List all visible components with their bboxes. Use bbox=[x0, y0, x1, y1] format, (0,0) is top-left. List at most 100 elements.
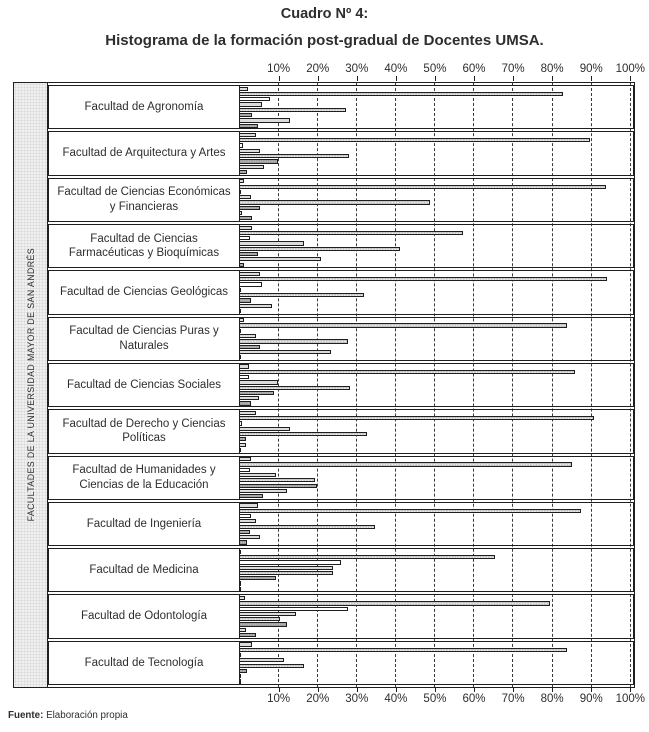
bar bbox=[238, 633, 256, 638]
bar bbox=[238, 293, 365, 298]
source-text: Elaboración propia bbox=[43, 710, 128, 721]
faculty-row: Facultad de Derecho y Ciencias Políticas bbox=[48, 409, 634, 454]
bar bbox=[238, 586, 241, 591]
bar bbox=[238, 298, 251, 303]
bar bbox=[238, 508, 581, 513]
bar bbox=[238, 132, 257, 138]
bar bbox=[238, 179, 245, 184]
x-axis-bottom-tick bbox=[356, 687, 358, 692]
bar bbox=[238, 225, 252, 230]
bar bbox=[238, 540, 248, 545]
bar bbox=[238, 390, 275, 396]
x-axis-top-tick bbox=[591, 76, 593, 81]
x-axis-top-tick bbox=[474, 76, 476, 81]
bar bbox=[238, 663, 305, 668]
bar bbox=[238, 210, 242, 216]
x-axis-top-tick-label: 100% bbox=[615, 63, 645, 75]
x-axis-bottom-tick bbox=[434, 687, 436, 692]
bar bbox=[238, 86, 248, 91]
bar bbox=[238, 138, 591, 143]
x-axis-bottom-tick bbox=[395, 687, 397, 692]
bar bbox=[238, 113, 253, 118]
bar bbox=[238, 668, 247, 673]
faculty-bars-area bbox=[238, 271, 633, 314]
faculty-bars-area bbox=[238, 225, 633, 267]
x-axis-top-tick-label: 20% bbox=[306, 63, 330, 75]
bar bbox=[238, 426, 291, 431]
x-axis-bottom-tick-label: 60% bbox=[462, 693, 486, 705]
bar bbox=[238, 513, 251, 519]
x-axis-top-tick-label: 50% bbox=[423, 63, 447, 75]
bar bbox=[238, 576, 277, 581]
bar bbox=[238, 257, 321, 262]
x-axis-top-tick bbox=[513, 76, 515, 81]
y-axis-label: FACULTADES DE LA UNIVERSIDAD MAYOR DE SA… bbox=[25, 248, 36, 522]
faculty-bars-area bbox=[238, 86, 633, 128]
bar bbox=[238, 611, 296, 617]
faculty-bars-area bbox=[238, 595, 633, 638]
bar bbox=[238, 189, 241, 195]
bar bbox=[238, 251, 259, 257]
faculty-name: Facultad de Ciencias Geológicas bbox=[49, 271, 240, 314]
bar bbox=[238, 369, 575, 374]
x-axis-bottom-tick-label: 40% bbox=[384, 693, 408, 705]
faculty-bars-area bbox=[238, 179, 633, 221]
x-axis-top-tick bbox=[434, 76, 436, 81]
bar bbox=[238, 549, 241, 554]
bar bbox=[238, 107, 346, 112]
bar bbox=[238, 421, 242, 426]
bar bbox=[238, 328, 241, 333]
x-axis-bottom-tick-label: 70% bbox=[501, 693, 525, 705]
x-axis-top-tick-label: 60% bbox=[462, 63, 486, 75]
bar bbox=[238, 323, 567, 328]
bar bbox=[238, 565, 334, 570]
faculty-bars-area bbox=[238, 457, 633, 499]
x-axis-bottom-tick bbox=[591, 687, 593, 692]
x-axis-top-tick-label: 90% bbox=[579, 63, 603, 75]
bar bbox=[238, 642, 253, 647]
y-axis-strip: FACULTADES DE LA UNIVERSIDAD MAYOR DE SA… bbox=[14, 83, 48, 687]
bar bbox=[238, 596, 245, 601]
bar bbox=[238, 195, 251, 200]
bar bbox=[238, 200, 430, 205]
faculty-name: Facultad de Ciencias Puras y Naturales bbox=[49, 317, 240, 360]
bar bbox=[238, 385, 350, 390]
bar bbox=[238, 396, 259, 401]
faculty-row: Facultad de Ciencias Económicas y Financ… bbox=[48, 177, 634, 222]
bar bbox=[238, 447, 241, 453]
bar bbox=[238, 375, 250, 380]
faculty-name: Facultad de Ciencias Sociales bbox=[49, 363, 240, 407]
bar bbox=[238, 606, 348, 611]
bar bbox=[238, 184, 606, 189]
bar bbox=[238, 169, 248, 175]
bar bbox=[238, 410, 257, 415]
bar bbox=[238, 344, 260, 349]
x-axis-bottom-tick bbox=[474, 687, 476, 692]
bar bbox=[238, 246, 400, 251]
bar bbox=[238, 205, 260, 210]
x-axis-top-tick-label: 80% bbox=[540, 63, 564, 75]
bar bbox=[238, 478, 316, 483]
x-axis-top-tick-label: 30% bbox=[345, 63, 369, 75]
bar bbox=[238, 282, 262, 287]
bar bbox=[238, 519, 257, 524]
faculty-bars-area bbox=[238, 132, 633, 175]
x-axis-bottom-tick-label: 20% bbox=[306, 693, 330, 705]
bar bbox=[238, 472, 276, 478]
bar bbox=[238, 277, 608, 282]
bar bbox=[238, 674, 241, 679]
faculty-name: Facultad de Agronomía bbox=[49, 86, 240, 129]
bar bbox=[238, 467, 250, 472]
faculty-row: Facultad de Ingeniería bbox=[48, 501, 634, 547]
faculty-name: Facultad de Ciencias Farmacéuticas y Bio… bbox=[49, 224, 240, 268]
bar bbox=[238, 442, 246, 447]
faculty-bars-area bbox=[238, 410, 633, 453]
faculty-bars-area bbox=[238, 642, 633, 684]
faculty-name: Facultad de Odontología bbox=[49, 595, 240, 638]
bar bbox=[238, 431, 368, 437]
bar bbox=[238, 601, 550, 606]
x-axis-top-tick bbox=[630, 76, 632, 81]
bar bbox=[238, 503, 259, 508]
faculty-row: Facultad de Odontología bbox=[48, 594, 634, 639]
faculty-name: Facultad de Medicina bbox=[49, 549, 240, 592]
